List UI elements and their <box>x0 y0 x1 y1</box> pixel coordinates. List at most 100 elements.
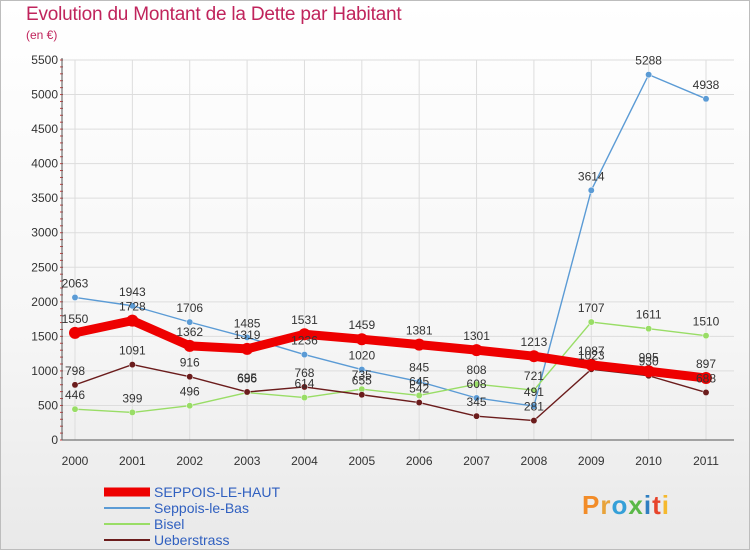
proxiti-logo: Proxiti <box>582 490 670 520</box>
data-point <box>415 378 423 386</box>
data-point <box>126 314 139 327</box>
data-label: 608 <box>467 377 487 391</box>
data-point <box>358 366 366 373</box>
y-tick-label: 4000 <box>31 157 58 171</box>
series-line-bisel <box>74 321 707 414</box>
data-label: 845 <box>409 361 429 375</box>
data-point <box>243 333 251 341</box>
data-label: 1020 <box>348 349 375 363</box>
data-label: 1091 <box>119 344 146 358</box>
data-point <box>527 350 540 363</box>
data-point <box>186 402 194 410</box>
data-label: 1301 <box>463 329 490 343</box>
data-point <box>415 399 423 407</box>
data-point <box>473 412 480 420</box>
data-label: 542 <box>409 382 429 396</box>
data-point <box>186 318 194 326</box>
x-tick-label: 2000 <box>62 454 89 468</box>
data-label: 4938 <box>693 78 720 92</box>
data-point <box>702 389 710 396</box>
x-tick-label: 2001 <box>119 454 146 468</box>
data-label: 3614 <box>578 169 605 183</box>
y-tick-label: 5500 <box>31 53 58 67</box>
y-tick-label: 3500 <box>31 191 58 205</box>
x-tick-label: 2003 <box>234 454 261 468</box>
y-tick-label: 5000 <box>31 88 58 102</box>
data-label: 399 <box>122 391 142 405</box>
data-label: 655 <box>352 374 372 388</box>
data-point <box>587 186 595 194</box>
data-point <box>183 339 196 352</box>
data-point <box>128 408 136 416</box>
data-label: 1707 <box>578 301 605 315</box>
data-label: 1381 <box>406 324 433 338</box>
data-point <box>413 338 426 351</box>
data-label: 1550 <box>62 312 89 326</box>
data-point <box>642 365 655 378</box>
data-label: 496 <box>180 385 200 399</box>
y-tick-label: 2000 <box>31 295 58 309</box>
data-point <box>128 302 136 310</box>
data-point <box>71 381 79 389</box>
data-label: 1943 <box>119 285 146 299</box>
data-label: 2063 <box>62 276 89 290</box>
data-label: 798 <box>65 364 85 378</box>
legend-label: Bisel <box>154 516 184 532</box>
series-line-seppois-le-bas <box>74 73 707 407</box>
data-point <box>470 344 483 357</box>
y-tick-label: 500 <box>38 398 58 412</box>
data-label: 768 <box>294 366 314 380</box>
data-label: 5288 <box>635 54 662 68</box>
x-tick-label: 2004 <box>291 454 318 468</box>
x-tick-label: 2011 <box>693 454 719 468</box>
data-point <box>530 386 538 394</box>
data-point <box>415 391 423 399</box>
x-tick-label: 2010 <box>635 454 662 468</box>
x-tick-label: 2002 <box>176 454 203 468</box>
y-tick-label: 1500 <box>31 329 58 343</box>
data-label: 446 <box>65 388 85 402</box>
data-label: 686 <box>237 372 257 386</box>
data-label: 645 <box>409 374 429 388</box>
data-label: 930 <box>639 355 659 369</box>
data-point <box>301 394 308 402</box>
data-point <box>186 373 194 381</box>
x-tick-label: 2005 <box>348 454 375 468</box>
data-point <box>645 325 653 333</box>
data-label: 1213 <box>521 335 548 349</box>
data-point <box>69 326 81 339</box>
data-point <box>585 358 598 371</box>
data-point <box>587 318 595 326</box>
data-label: 1087 <box>578 344 605 358</box>
data-label: 688 <box>696 371 716 385</box>
data-label: 1510 <box>693 315 720 329</box>
data-point <box>473 394 480 402</box>
y-tick-label: 2500 <box>31 260 58 274</box>
data-point <box>645 71 653 79</box>
data-label: 1236 <box>291 334 318 348</box>
data-label: 1531 <box>291 313 318 327</box>
legend-label: Ueberstrass <box>154 532 229 548</box>
data-label: 995 <box>639 350 659 364</box>
series-line-seppois-le-haut <box>70 316 711 383</box>
y-tick-label: 1000 <box>31 364 58 378</box>
data-label: 491 <box>524 385 544 399</box>
data-point <box>71 405 79 413</box>
legend-label: SEPPOIS-LE-HAUT <box>154 484 280 500</box>
data-label: 721 <box>524 369 544 383</box>
data-label: 897 <box>696 357 716 371</box>
data-label: 808 <box>467 363 487 377</box>
data-point <box>355 333 368 346</box>
x-tick-label: 2009 <box>578 454 605 468</box>
data-point <box>71 294 79 301</box>
data-point <box>702 332 710 340</box>
data-label: 345 <box>467 395 487 409</box>
data-point <box>473 380 480 388</box>
y-tick-label: 3000 <box>31 226 58 240</box>
legend-label: Seppois-le-Bas <box>154 500 249 516</box>
chart-subtitle: (en €) <box>26 28 58 42</box>
data-label: 1728 <box>119 300 146 314</box>
data-point <box>301 383 308 391</box>
